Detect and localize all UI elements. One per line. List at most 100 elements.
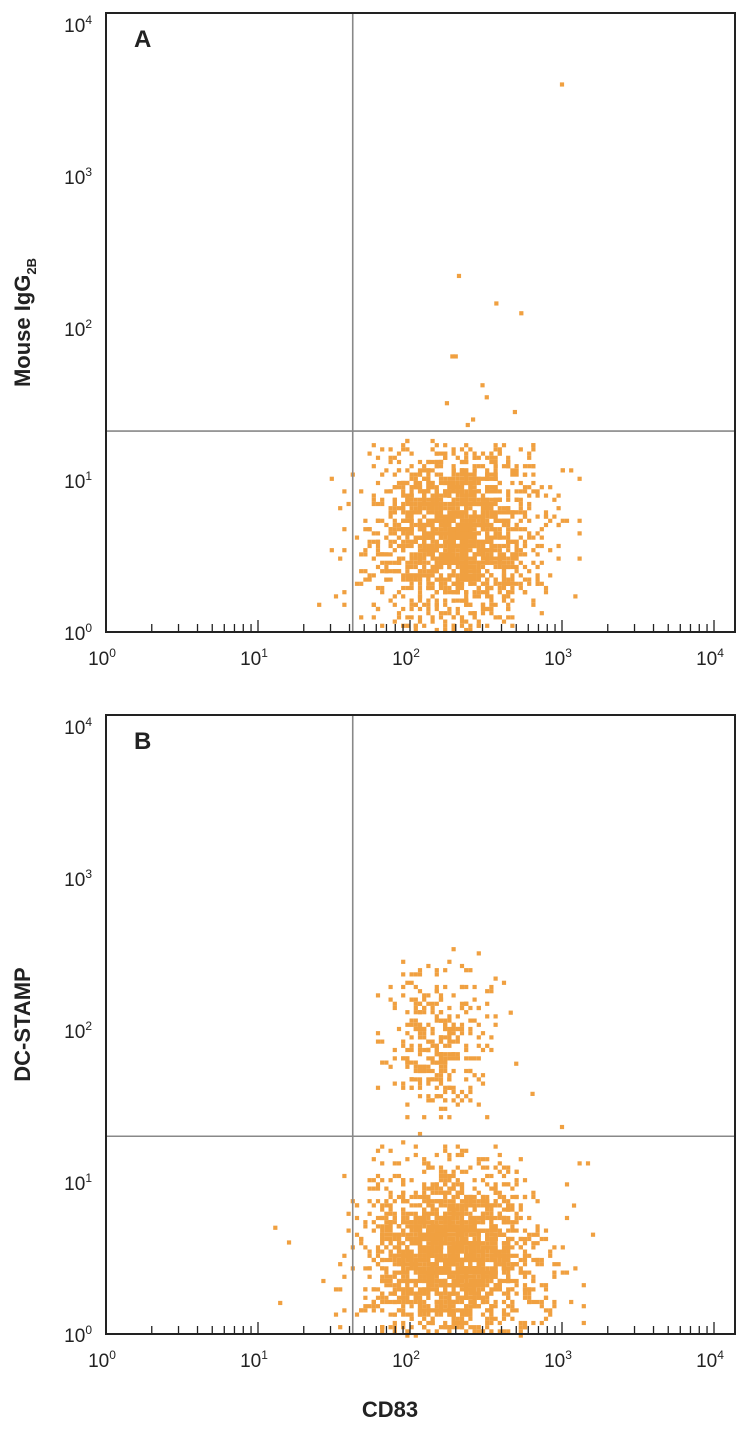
event-point xyxy=(476,1157,481,1162)
event-point xyxy=(497,560,502,565)
event-point xyxy=(417,1266,423,1271)
event-point xyxy=(413,623,418,628)
event-point xyxy=(396,1308,402,1313)
event-point xyxy=(447,543,452,549)
event-point xyxy=(405,1249,410,1254)
event-point xyxy=(489,1173,494,1179)
event-point xyxy=(388,506,393,511)
event-point xyxy=(468,581,473,586)
event-point xyxy=(434,989,439,994)
event-point xyxy=(472,1232,477,1237)
event-point xyxy=(468,611,473,616)
event-point xyxy=(447,489,452,494)
event-point xyxy=(443,476,448,481)
event-point xyxy=(426,1047,431,1053)
event-point xyxy=(501,506,507,511)
event-point xyxy=(401,1274,406,1279)
event-point xyxy=(489,598,494,603)
event-point xyxy=(497,564,502,570)
outlier-point xyxy=(530,1091,535,1096)
event-point xyxy=(388,514,393,519)
event-point xyxy=(401,1039,406,1044)
event-point xyxy=(380,1236,385,1242)
event-point xyxy=(434,1215,439,1221)
event-point xyxy=(468,493,473,498)
event-point xyxy=(434,1211,439,1216)
event-point xyxy=(409,510,414,515)
event-point xyxy=(539,543,544,549)
event-point xyxy=(548,548,553,553)
event-point xyxy=(426,1211,431,1216)
event-point xyxy=(464,1094,469,1099)
event-point xyxy=(430,548,435,553)
event-point xyxy=(388,539,393,544)
event-point xyxy=(359,1236,364,1242)
event-point xyxy=(468,1232,473,1237)
event-point xyxy=(485,522,490,528)
event-point xyxy=(447,1224,452,1229)
event-point xyxy=(392,506,397,511)
event-point xyxy=(510,1228,515,1233)
event-point xyxy=(451,598,456,603)
event-point xyxy=(413,1005,418,1011)
event-point xyxy=(459,560,465,565)
event-point xyxy=(476,619,481,624)
event-point xyxy=(405,585,410,591)
event-point xyxy=(451,1182,456,1187)
panel-a-letter: A xyxy=(134,26,151,53)
panel-b-x-axis-title: CD83 xyxy=(362,1397,418,1422)
event-point xyxy=(489,514,494,519)
event-point xyxy=(409,531,414,536)
event-point xyxy=(464,1148,469,1153)
event-point xyxy=(405,1270,410,1275)
event-point xyxy=(510,1308,515,1313)
event-point xyxy=(430,535,435,540)
x-tick-exponent: 3 xyxy=(565,646,572,660)
event-point xyxy=(472,577,477,582)
event-point xyxy=(380,1215,385,1221)
event-point xyxy=(426,1228,431,1233)
event-point xyxy=(380,585,385,591)
event-point xyxy=(417,1001,423,1006)
event-point xyxy=(443,577,448,582)
event-point xyxy=(506,577,511,582)
event-point xyxy=(401,1270,406,1275)
event-point xyxy=(464,552,469,557)
event-point xyxy=(451,1173,456,1179)
event-point xyxy=(388,1211,393,1216)
event-point xyxy=(476,489,481,494)
event-point xyxy=(476,1274,481,1279)
event-point xyxy=(459,581,465,586)
event-point xyxy=(405,1253,410,1258)
event-point xyxy=(388,1232,393,1237)
event-point xyxy=(455,1178,460,1183)
event-point xyxy=(451,489,456,494)
y-tick-label: 102 xyxy=(64,317,92,341)
y-tick-base: 10 xyxy=(64,1022,85,1043)
event-point xyxy=(388,984,393,990)
event-point xyxy=(443,1068,448,1074)
event-point xyxy=(493,1253,498,1258)
event-point xyxy=(501,1249,507,1254)
event-point xyxy=(434,602,439,607)
event-point xyxy=(577,1161,582,1166)
event-point xyxy=(371,1178,376,1183)
event-point xyxy=(501,1257,507,1263)
event-point xyxy=(472,1274,477,1279)
event-point xyxy=(434,569,439,574)
event-point xyxy=(468,1056,473,1061)
event-point xyxy=(409,560,414,565)
event-point xyxy=(514,1211,519,1216)
event-point xyxy=(518,1329,523,1334)
event-point xyxy=(468,1228,473,1233)
event-point xyxy=(388,510,393,515)
event-point xyxy=(472,468,477,473)
event-point xyxy=(422,1157,427,1162)
event-point xyxy=(451,1316,456,1321)
event-point xyxy=(409,1077,414,1082)
event-point xyxy=(527,493,532,498)
event-point xyxy=(413,1257,418,1263)
event-point xyxy=(417,1081,423,1086)
event-point xyxy=(459,1169,465,1174)
event-point xyxy=(422,1199,427,1204)
